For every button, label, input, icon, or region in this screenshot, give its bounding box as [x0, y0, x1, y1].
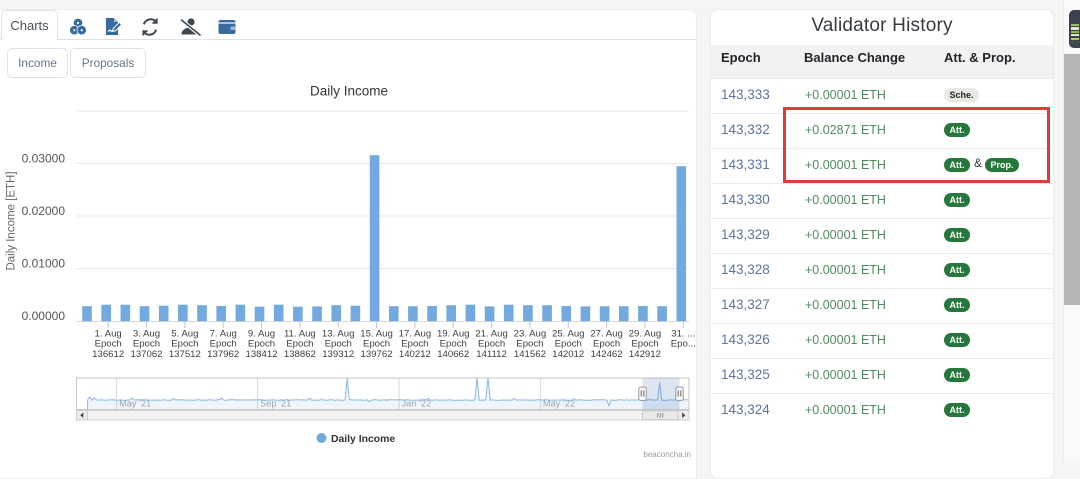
- svg-text:Epoch: Epoch: [248, 339, 275, 350]
- svg-text:142012: 142012: [552, 349, 584, 360]
- svg-text:beaconcha.in: beaconcha.in: [643, 450, 691, 459]
- svg-text:27. Aug: 27. Aug: [590, 328, 623, 339]
- svg-text:1. Aug: 1. Aug: [95, 328, 122, 339]
- svg-text:7. Aug: 7. Aug: [210, 328, 237, 339]
- svg-text:140212: 140212: [399, 349, 431, 360]
- svg-text:138862: 138862: [284, 349, 316, 360]
- svg-text:136612: 136612: [92, 349, 124, 360]
- svg-text:137062: 137062: [131, 349, 163, 360]
- svg-text:142912: 142912: [629, 349, 661, 360]
- svg-text:141112: 141112: [476, 349, 507, 360]
- svg-text:Epoch: Epoch: [363, 339, 390, 350]
- svg-text:Epoch: Epoch: [286, 339, 313, 350]
- svg-text:5. Aug: 5. Aug: [171, 328, 198, 339]
- svg-text:137512: 137512: [169, 349, 201, 360]
- svg-text:Jan ’22: Jan ’22: [402, 399, 432, 409]
- svg-text:25. Aug: 25. Aug: [552, 328, 585, 339]
- svg-text:23. Aug: 23. Aug: [514, 328, 547, 339]
- svg-text:17. Aug: 17. Aug: [399, 328, 432, 339]
- svg-text:Epoch: Epoch: [593, 339, 620, 350]
- svg-text:13. Aug: 13. Aug: [322, 328, 355, 339]
- svg-text:Epoch: Epoch: [440, 339, 467, 350]
- svg-text:31. ...: 31. ...: [671, 328, 695, 339]
- svg-text:3. Aug: 3. Aug: [133, 328, 160, 339]
- svg-text:Epoch: Epoch: [171, 339, 198, 350]
- svg-text:9. Aug: 9. Aug: [248, 328, 275, 339]
- svg-text:140662: 140662: [437, 349, 469, 360]
- svg-text:0.02000: 0.02000: [22, 204, 66, 218]
- svg-text:Epoch: Epoch: [210, 339, 237, 350]
- svg-text:Epoch: Epoch: [133, 339, 160, 350]
- svg-text:138412: 138412: [246, 349, 278, 360]
- svg-text:Epoch: Epoch: [325, 339, 352, 350]
- svg-text:0.03000: 0.03000: [22, 152, 66, 166]
- svg-text:Epoch: Epoch: [478, 339, 505, 350]
- svg-text:May ’22: May ’22: [543, 399, 575, 409]
- svg-text:Epo...: Epo...: [671, 339, 696, 350]
- svg-text:0.01000: 0.01000: [22, 257, 66, 271]
- svg-text:139762: 139762: [361, 349, 393, 360]
- svg-text:0.00000: 0.00000: [22, 309, 66, 323]
- svg-text:Daily Income: Daily Income: [310, 84, 388, 99]
- svg-text:Epoch: Epoch: [516, 339, 543, 350]
- svg-text:Daily Income: Daily Income: [331, 434, 395, 445]
- svg-text:Daily Income [ETH]: Daily Income [ETH]: [6, 171, 18, 270]
- svg-text:29. Aug: 29. Aug: [629, 328, 662, 339]
- svg-text:Sep ’21: Sep ’21: [260, 399, 291, 409]
- svg-text:Epoch: Epoch: [631, 339, 658, 350]
- svg-text:May ’21: May ’21: [119, 399, 151, 409]
- svg-text:141562: 141562: [514, 349, 546, 360]
- svg-text:Epoch: Epoch: [401, 339, 428, 350]
- svg-text:Epoch: Epoch: [95, 339, 122, 350]
- svg-text:142462: 142462: [591, 349, 623, 360]
- svg-text:Epoch: Epoch: [555, 339, 582, 350]
- svg-text:21. Aug: 21. Aug: [475, 328, 508, 339]
- svg-text:139312: 139312: [322, 349, 354, 360]
- svg-text:137962: 137962: [207, 349, 239, 360]
- svg-text:15. Aug: 15. Aug: [360, 328, 393, 339]
- svg-text:11. Aug: 11. Aug: [284, 328, 316, 339]
- svg-text:19. Aug: 19. Aug: [437, 328, 470, 339]
